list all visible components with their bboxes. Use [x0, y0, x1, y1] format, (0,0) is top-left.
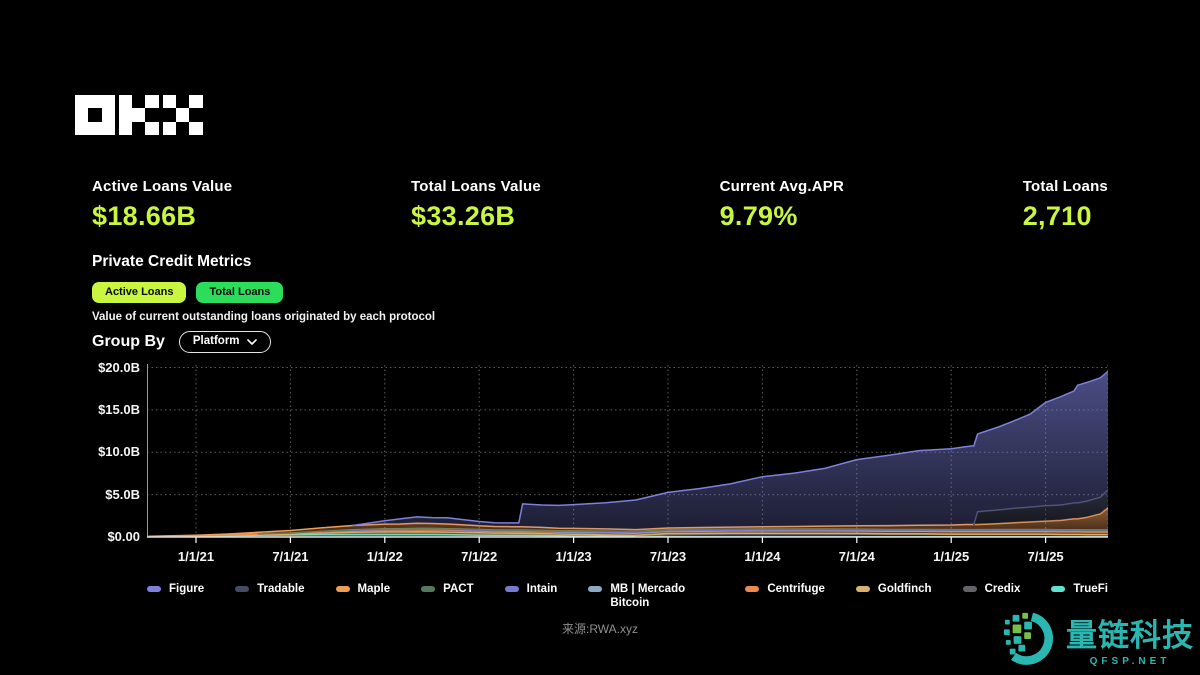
- y-axis-label: $5.0B: [105, 486, 140, 502]
- legend-swatch-icon: [1051, 586, 1066, 592]
- metric-label: Active Loans Value: [92, 178, 233, 195]
- metric-value: 2,710: [1022, 201, 1092, 231]
- chart-canvas: [147, 364, 1109, 543]
- area-line-maple: [148, 507, 1109, 537]
- metric-card: Current Avg.APR 9.79%: [720, 178, 844, 232]
- watermark: 量链科技 QFSP.NET: [1002, 610, 1194, 667]
- legend-label: Maple: [357, 583, 391, 595]
- y-axis-label: $15.0B: [98, 401, 140, 417]
- y-axis-label: $0.00: [107, 529, 140, 544]
- legend-swatch-icon: [962, 586, 977, 592]
- legend-swatch-icon: [504, 586, 519, 592]
- legend-label: Intain: [526, 583, 558, 595]
- legend-item-credix[interactable]: Credix: [962, 582, 1021, 596]
- x-axis-label: 1/1/24: [744, 549, 781, 564]
- legend-label: Figure: [169, 583, 205, 595]
- metric-label: Total Loans: [1022, 178, 1108, 195]
- legend-swatch-icon: [855, 586, 870, 592]
- legend-swatch-icon: [588, 586, 603, 592]
- okx-logo-glyph: [75, 95, 115, 135]
- loans-tabs: Active Loans Total Loans: [92, 282, 284, 303]
- tab-active-loans[interactable]: Active Loans: [92, 282, 187, 303]
- area-line-tradable: [973, 489, 1109, 526]
- area-figure: [148, 371, 1108, 537]
- chevron-down-icon: [246, 338, 257, 345]
- y-axis-label: $10.0B: [98, 444, 140, 460]
- metric-card: Total Loans Value $33.26B: [411, 178, 541, 232]
- metric-card: Active Loans Value $18.66B: [92, 178, 232, 232]
- watermark-subtitle: QFSP.NET: [1089, 656, 1171, 667]
- legend-item-goldfinch[interactable]: Goldfinch: [855, 582, 932, 596]
- x-axis-label: 7/1/22: [461, 549, 498, 564]
- legend-label: PACT: [443, 583, 474, 595]
- x-axis-label: 1/1/22: [366, 549, 403, 564]
- okx-logo-glyph: [162, 95, 203, 135]
- legend-label: Tradable: [257, 583, 305, 595]
- okx-logo: [75, 95, 203, 135]
- legend-item-maple[interactable]: Maple: [335, 582, 391, 596]
- group-by-value: Platform: [192, 335, 240, 347]
- x-axis-label: 7/1/24: [838, 549, 875, 564]
- group-by-label: Group By: [92, 332, 165, 350]
- legend-item-figure[interactable]: Figure: [147, 582, 204, 596]
- metric-card: Total Loans 2,710: [1023, 178, 1108, 232]
- legend-item-pact[interactable]: PACT: [421, 582, 474, 596]
- x-axis-label: 1/1/25: [933, 549, 970, 564]
- legend-label: Goldfinch: [877, 583, 932, 595]
- chart-legend: Figure Tradable Maple PACT Intain MB | Mercad…: [147, 582, 1108, 611]
- y-axis-label: $20.0B: [98, 359, 140, 375]
- x-axis-label: 1/1/23: [555, 549, 592, 564]
- stacked-area-chart: [147, 360, 1109, 546]
- metric-value: 9.79%: [719, 201, 798, 231]
- legend-swatch-icon: [421, 586, 436, 592]
- legend-label: MB | Mercado Bitcoin: [610, 583, 686, 610]
- metrics-row: Active Loans Value $18.66B Total Loans Val…: [92, 178, 1108, 232]
- legend-swatch-icon: [235, 586, 250, 592]
- watermark-title: 量链科技: [1066, 618, 1194, 653]
- x-axis-label: 7/1/23: [649, 549, 687, 564]
- legend-swatch-icon: [335, 586, 350, 592]
- legend-item-mb-mercado-bitcoin[interactable]: MB | Mercado Bitcoin: [588, 582, 714, 611]
- area-line-figure: [351, 370, 1109, 527]
- tab-total-loans[interactable]: Total Loans: [196, 282, 284, 303]
- legend-item-truefi[interactable]: TrueFi: [1051, 582, 1108, 596]
- x-axis-label: 7/1/25: [1027, 549, 1064, 564]
- legend-item-tradable[interactable]: Tradable: [235, 582, 304, 596]
- group-by-dropdown[interactable]: Platform: [178, 331, 271, 353]
- okx-logo-glyph: [118, 95, 159, 135]
- legend-item-centrifuge[interactable]: Centrifuge: [745, 582, 825, 596]
- metric-value: $18.66B: [92, 201, 197, 231]
- x-axis-label: 1/1/21: [177, 549, 215, 564]
- metric-label: Current Avg.APR: [719, 178, 844, 195]
- group-by-row: Group By Platform: [92, 331, 271, 353]
- section-title: Private Credit Metrics: [92, 253, 252, 270]
- legend-swatch-icon: [147, 586, 161, 592]
- legend-item-intain[interactable]: Intain: [504, 582, 558, 596]
- metric-label: Total Loans Value: [411, 178, 541, 195]
- legend-label: Credix: [984, 583, 1021, 595]
- watermark-logo-icon: [1003, 612, 1054, 665]
- watermark-texts: 量链科技 QFSP.NET: [1066, 610, 1194, 667]
- area-goldfinch: [148, 531, 1108, 537]
- x-axis-label: 7/1/21: [272, 549, 309, 564]
- legend-swatch-icon: [745, 586, 760, 592]
- metric-value: $33.26B: [411, 201, 516, 231]
- legend-label: Centrifuge: [767, 583, 825, 595]
- legend-label: TrueFi: [1073, 583, 1108, 595]
- chart-description: Value of current outstanding loans origi…: [92, 311, 436, 323]
- source-note: 来源:RWA.xyz: [561, 622, 638, 636]
